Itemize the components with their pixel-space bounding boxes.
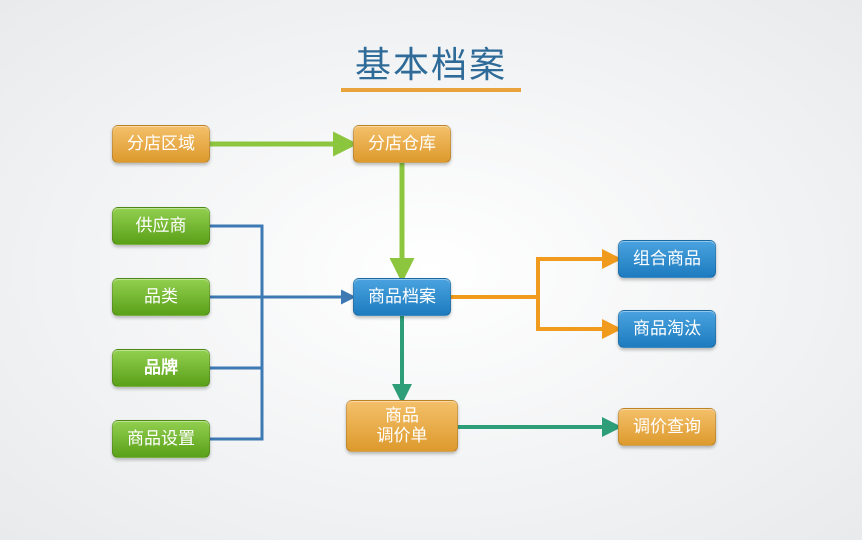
node-product-archive: 商品档案 xyxy=(353,278,451,316)
diagram-title: 基本档案 xyxy=(0,36,862,88)
node-product-retire: 商品淘汰 xyxy=(618,310,716,348)
title-underline xyxy=(341,88,521,92)
edge-setting-to-bus xyxy=(210,297,262,439)
edge-archive-to-combo xyxy=(451,259,618,297)
node-price-order: 商品 调价单 xyxy=(346,400,458,452)
node-store-warehouse: 分店仓库 xyxy=(353,125,451,163)
edge-brand-to-bus xyxy=(210,297,262,368)
node-category: 品类 xyxy=(112,278,210,316)
node-price-query: 调价查询 xyxy=(618,408,716,446)
node-combo-product: 组合商品 xyxy=(618,240,716,278)
edge-archive-to-retire xyxy=(451,297,618,329)
node-brand: 品牌 xyxy=(112,349,210,387)
node-product-setting: 商品设置 xyxy=(112,420,210,458)
edge-supplier-to-bus xyxy=(210,226,262,297)
diagram-canvas: 基本档案 分店区域 分店仓库供应商品类品牌商品设置 商品档案 组合商品商品淘汰商品 调… xyxy=(0,0,862,540)
node-store-region: 分店区域 xyxy=(112,125,210,163)
node-supplier: 供应商 xyxy=(112,207,210,245)
